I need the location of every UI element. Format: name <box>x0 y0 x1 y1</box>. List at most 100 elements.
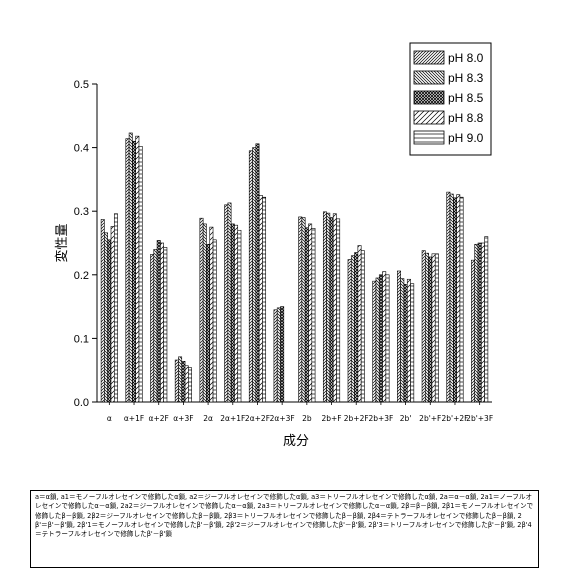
bar <box>304 227 309 403</box>
y-tick-label: 0.1 <box>74 333 89 345</box>
caption-text: a＝α鎖, a1＝モノーフルオレセインで修飾したα鎖, a2＝ジーフルオレセイン… <box>35 493 534 539</box>
bar <box>224 204 229 403</box>
bar <box>322 211 327 403</box>
bar <box>178 356 183 403</box>
x-tick-label: 2b <box>302 414 312 423</box>
bar <box>209 226 214 403</box>
bar <box>132 140 136 403</box>
bar <box>128 132 133 403</box>
x-tick-label: α+2F <box>149 414 169 423</box>
x-tick-label: α+1F <box>124 414 144 423</box>
legend-swatch <box>413 70 445 85</box>
y-tick-label: 0.3 <box>74 206 89 218</box>
x-tick-label: 2α+3F <box>270 414 295 423</box>
bar <box>202 223 207 403</box>
bar <box>227 202 232 403</box>
bar <box>237 229 242 403</box>
bar <box>453 197 457 403</box>
legend-swatch <box>413 110 445 125</box>
x-axis-title: 成分 <box>283 434 309 449</box>
bar <box>397 270 401 403</box>
bar <box>252 147 257 403</box>
bar <box>474 243 479 403</box>
bar <box>382 271 387 403</box>
legend-label: pH 9.0 <box>448 131 484 145</box>
legend-label: pH 8.5 <box>448 91 484 105</box>
bar <box>298 216 303 403</box>
bar <box>138 146 143 403</box>
bar <box>100 219 105 403</box>
bar <box>425 252 429 403</box>
bar <box>484 236 489 403</box>
bar <box>449 193 454 403</box>
y-axis-title: 変性量 <box>54 223 70 262</box>
bar <box>199 217 204 403</box>
x-tick-label: α <box>107 414 112 423</box>
legend-swatch <box>413 90 445 105</box>
legend: pH 8.0 pH 8.3 pH 8.5 pH 8.8 pH 9.0 <box>409 42 492 156</box>
bar <box>206 243 211 403</box>
bar <box>113 213 118 403</box>
bar <box>150 254 155 403</box>
bar <box>428 256 433 403</box>
x-tick-label: 2b'+2F <box>441 414 468 423</box>
bar <box>262 196 267 403</box>
bar <box>255 143 260 403</box>
bar <box>431 253 436 403</box>
bar <box>410 283 415 403</box>
bar <box>471 259 476 403</box>
bar <box>385 274 390 403</box>
x-tick-label: 2b' <box>400 414 412 423</box>
bar <box>360 250 365 403</box>
bar <box>421 250 426 403</box>
bar <box>375 277 380 403</box>
bar-chart: 0.00.10.20.30.40.5 α α+1F α+2F α+3F 2α 2α+1F 2… <box>54 42 493 449</box>
bar <box>110 226 115 403</box>
bar <box>125 138 130 403</box>
bar <box>446 191 451 403</box>
bar <box>276 307 281 403</box>
bar <box>372 280 377 403</box>
bar <box>248 150 253 403</box>
x-tick-label: 2α <box>203 414 213 423</box>
bar <box>104 232 108 403</box>
legend-swatch <box>413 50 445 65</box>
bar <box>400 278 405 403</box>
bar <box>181 360 186 403</box>
bar <box>336 218 341 403</box>
bar <box>456 194 461 403</box>
bar <box>481 242 485 403</box>
bar <box>350 255 355 403</box>
legend-label: pH 8.3 <box>448 71 484 85</box>
x-tick-label: 2b'+F <box>419 414 441 423</box>
bar <box>280 306 285 403</box>
bar <box>258 195 263 403</box>
bars <box>100 132 489 403</box>
x-tick-label: 2b+2F <box>344 414 369 423</box>
bar <box>184 365 189 403</box>
x-tick-label: 2b+3F <box>368 414 393 423</box>
bar <box>406 278 411 403</box>
bar <box>160 242 164 403</box>
bar <box>107 239 112 403</box>
bar <box>459 196 464 403</box>
bar <box>434 253 439 403</box>
bar <box>273 309 278 403</box>
bar <box>135 135 140 403</box>
bar <box>329 217 334 403</box>
bar <box>403 284 408 403</box>
bar <box>332 213 337 403</box>
bar <box>347 259 352 403</box>
bar <box>230 223 235 403</box>
bar <box>477 242 482 403</box>
bar <box>212 239 217 403</box>
bar <box>354 252 359 403</box>
x-tick-label: α+3F <box>173 414 193 423</box>
bar <box>378 274 383 403</box>
bar <box>153 249 158 403</box>
bar <box>234 224 239 403</box>
bar <box>174 359 179 403</box>
x-ticks: α α+1F α+2F α+3F 2α 2α+1F 2α+2F 2α+3F 2b 2b+F 2b+2… <box>107 402 493 423</box>
y-tick-label: 0.2 <box>74 270 89 282</box>
x-tick-label: 2b+F <box>321 414 341 423</box>
